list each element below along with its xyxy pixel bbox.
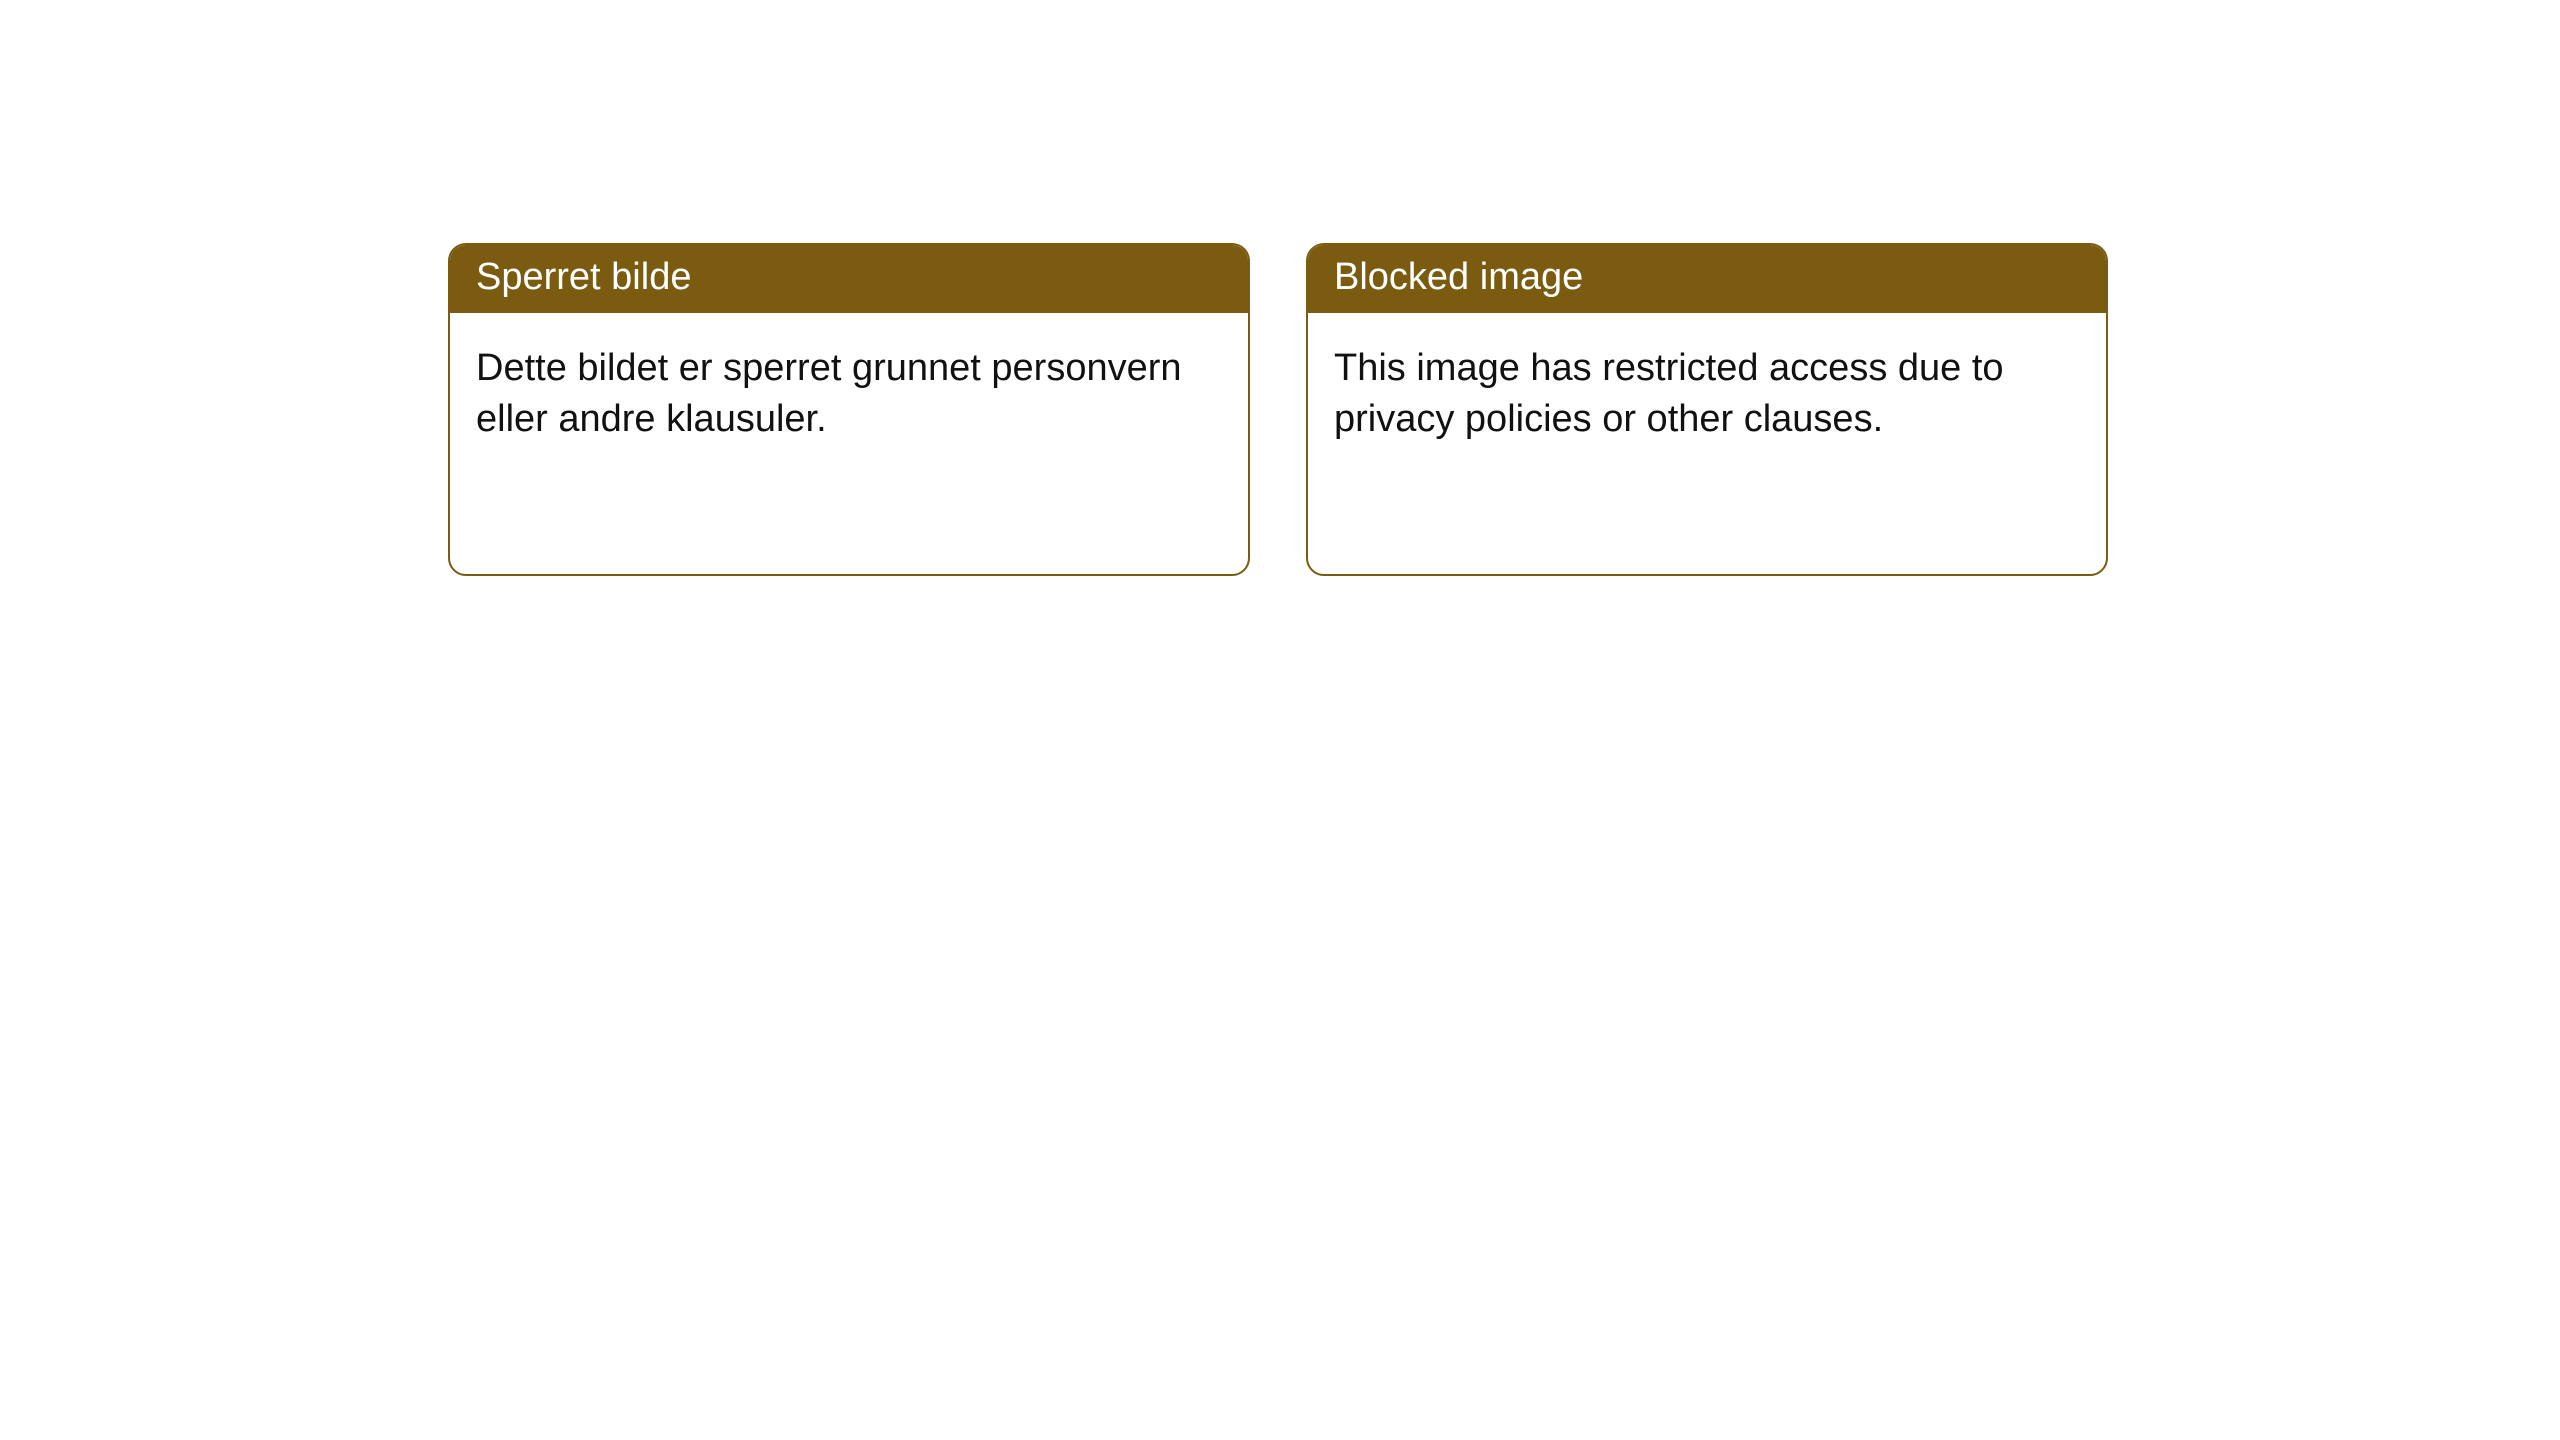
card-body-text: Dette bildet er sperret grunnet personve… [476,347,1182,440]
notice-cards-container: Sperret bilde Dette bildet er sperret gr… [0,0,2560,576]
card-body-text: This image has restricted access due to … [1334,347,2004,440]
notice-card-english: Blocked image This image has restricted … [1306,243,2108,576]
notice-card-norwegian: Sperret bilde Dette bildet er sperret gr… [448,243,1250,576]
card-header: Sperret bilde [450,245,1248,313]
card-header: Blocked image [1308,245,2106,313]
card-body: Dette bildet er sperret grunnet personve… [450,313,1248,476]
card-body: This image has restricted access due to … [1308,313,2106,476]
card-title: Blocked image [1334,256,1583,298]
card-title: Sperret bilde [476,256,691,298]
